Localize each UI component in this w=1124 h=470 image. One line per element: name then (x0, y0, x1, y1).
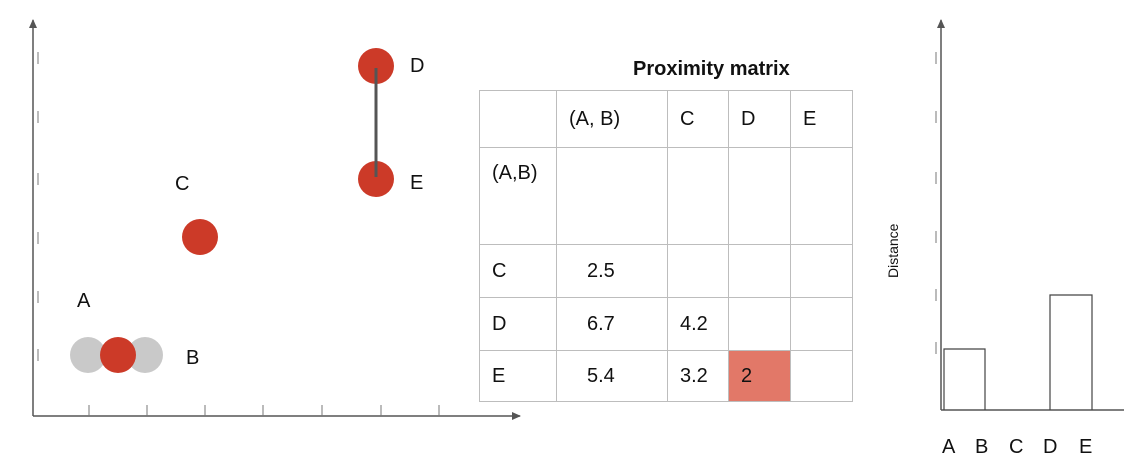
matrix-cell (728, 147, 791, 245)
matrix-cell (556, 147, 668, 245)
dendrogram-ylabel: Distance (885, 223, 901, 278)
matrix-row-label: (A,B) (479, 147, 557, 245)
label-b: B (186, 347, 199, 369)
matrix-title: Proximity matrix (633, 58, 790, 80)
matrix-row-label: E (479, 350, 557, 402)
matrix-cell (667, 244, 729, 298)
matrix-header-cell: D (728, 90, 791, 148)
matrix-header-cell: E (790, 90, 853, 148)
point-ab-merged (100, 337, 136, 373)
matrix-header-row: (A, B) C D E (479, 90, 853, 148)
bracket-a-b (943, 348, 986, 410)
label-a: A (77, 290, 91, 312)
scatter-x-ticks (88, 405, 440, 416)
leaf-d: D (1043, 436, 1057, 458)
leaf-a: A (942, 436, 956, 458)
matrix-cell: 4.2 (667, 297, 729, 351)
leaf-b: B (975, 436, 988, 458)
point-c (182, 219, 218, 255)
matrix-cell: 6.7 (556, 297, 668, 351)
point-b-ghost (127, 337, 163, 373)
matrix-header-corner (479, 90, 557, 148)
matrix-row-label: D (479, 297, 557, 351)
point-e (358, 161, 394, 197)
matrix-cell (790, 350, 853, 402)
matrix-cell: 5.4 (556, 350, 668, 402)
matrix-cell (790, 297, 853, 351)
matrix-cell (728, 244, 791, 298)
matrix-cell (728, 297, 791, 351)
matrix-row: D 6.7 4.2 (479, 297, 853, 351)
scatter-plot: A B C D E (29, 19, 521, 420)
point-d (358, 48, 394, 84)
matrix-row: C 2.5 (479, 244, 853, 298)
matrix-header-cell: (A, B) (556, 90, 668, 148)
point-a-ghost (70, 337, 106, 373)
matrix-row: (A,B) (479, 147, 853, 245)
bracket-d-e (1049, 294, 1093, 410)
matrix-cell: 2.5 (556, 244, 668, 298)
matrix-header-cell: C (667, 90, 729, 148)
leaf-c: C (1009, 436, 1023, 458)
dendrogram: Distance A B C D E (885, 19, 1124, 458)
matrix-row: E 5.4 3.2 2 (479, 350, 853, 402)
proximity-matrix: (A, B) C D E (A,B) C 2.5 D 6.7 4.2 E 5.4… (479, 90, 853, 402)
label-d: D (410, 55, 424, 77)
leaf-e: E (1079, 436, 1092, 458)
matrix-cell (790, 147, 853, 245)
label-c: C (175, 173, 189, 195)
matrix-cell-highlighted: 2 (728, 350, 791, 402)
label-e: E (410, 172, 423, 194)
matrix-cell (790, 244, 853, 298)
matrix-cell: 3.2 (667, 350, 729, 402)
matrix-row-label: C (479, 244, 557, 298)
matrix-cell (667, 147, 729, 245)
